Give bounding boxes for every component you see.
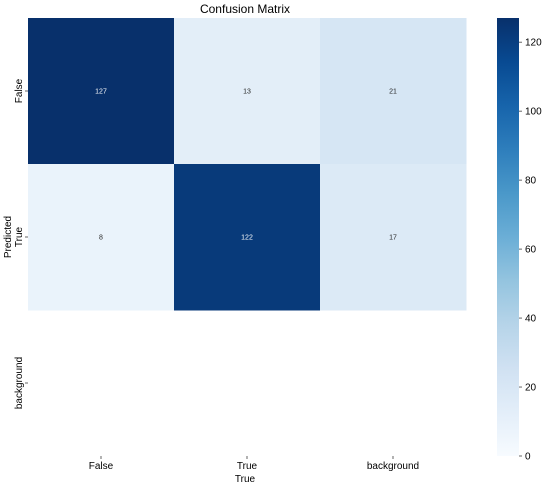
x-tick-label: True [237,461,258,472]
cell-value-label: 13 [243,89,251,96]
x-axis-label: True [235,474,256,485]
x-tick-label: background [367,461,419,472]
y-axis-label: Predicted [3,216,14,258]
x-tick-labels: False True background [89,456,419,472]
cell-value-label: 21 [389,89,397,96]
colorbar-tick-label: 80 [525,176,537,187]
heatmap-cell [28,164,175,311]
chart-title: Confusion Matrix [200,2,290,16]
heatmap-cell [28,18,175,165]
x-tick-label: False [89,461,114,472]
heatmap-cell [320,164,467,311]
heatmap-cells: 127 13 21 8 122 17 [28,18,467,311]
colorbar-tick-label: 100 [525,107,542,118]
cell-value-label: 122 [241,235,253,242]
colorbar-tick-label: 120 [525,38,542,49]
heatmap-cell [320,18,467,165]
cell-value-label: 8 [99,235,103,242]
heatmap-cell [174,18,321,165]
heatmap-cell [174,164,321,311]
y-tick-labels: False True background [14,78,28,409]
colorbar-gradient [497,18,519,456]
cell-value-label: 127 [95,89,107,96]
colorbar: 0 20 40 60 80 100 120 [497,18,542,463]
cell-value-label: 17 [389,235,397,242]
y-tick-label: True [14,226,25,247]
colorbar-tick-label: 20 [525,383,537,394]
colorbar-tick-label: 40 [525,314,537,325]
colorbar-tick-label: 60 [525,245,537,256]
colorbar-tick-label: 0 [525,452,531,463]
y-tick-label: background [14,357,25,409]
y-tick-label: False [14,78,25,103]
